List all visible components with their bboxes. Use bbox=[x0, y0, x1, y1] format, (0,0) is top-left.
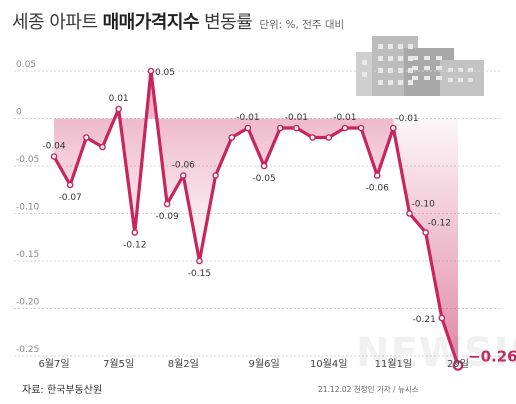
x-tick-label: 10월4일 bbox=[310, 358, 348, 370]
data-point bbox=[212, 172, 219, 179]
apartment-building-illustration bbox=[356, 36, 484, 96]
data-point bbox=[309, 134, 316, 141]
data-label: -0.01 bbox=[285, 113, 308, 123]
chart-title: 세종 아파트 매매가격지수 변동률 단위: %, 전주 대비 bbox=[12, 8, 344, 34]
y-tick-label: 0 bbox=[16, 108, 22, 118]
data-label: -0.05 bbox=[252, 174, 275, 184]
data-point bbox=[357, 124, 365, 132]
y-tick-label: 0.05 bbox=[16, 60, 36, 70]
title-change: 변동률 bbox=[204, 12, 253, 33]
data-point bbox=[452, 360, 464, 371]
data-point bbox=[50, 153, 58, 160]
series-line bbox=[52, 69, 460, 368]
newsis-watermark: NEWSIS bbox=[356, 330, 516, 376]
y-tick-label: -0.15 bbox=[16, 250, 39, 260]
data-label: -0.09 bbox=[155, 212, 179, 222]
data-point bbox=[115, 105, 122, 113]
data-label: 0.05 bbox=[155, 68, 175, 78]
source-text: 자료: 한국부동산원 bbox=[22, 385, 103, 396]
data-label: -0.06 bbox=[172, 161, 196, 171]
data-point bbox=[260, 162, 268, 170]
title-metric: 매매가격지수 bbox=[102, 12, 200, 33]
data-label: -0.12 bbox=[428, 219, 451, 229]
data-point bbox=[276, 124, 284, 132]
data-point bbox=[390, 124, 397, 132]
data-point bbox=[244, 124, 252, 132]
data-point bbox=[66, 181, 74, 189]
data-point bbox=[163, 200, 171, 208]
x-tick-label: 6월7일 bbox=[38, 358, 69, 370]
data-point bbox=[147, 67, 155, 75]
data-label: -0.10 bbox=[412, 200, 436, 210]
data-label: 0.01 bbox=[109, 94, 129, 104]
data-label: −0.26 bbox=[468, 348, 516, 366]
x-tick-label: 9월6일 bbox=[249, 358, 280, 370]
data-label: -0.07 bbox=[59, 193, 82, 203]
data-label: -0.01 bbox=[395, 114, 418, 124]
data-point bbox=[196, 257, 203, 265]
data-point bbox=[406, 210, 413, 217]
unit-label: 단위: %, 전주 대비 bbox=[259, 19, 345, 31]
data-label: -0.15 bbox=[188, 269, 211, 279]
data-point bbox=[373, 172, 381, 179]
data-label: -0.01 bbox=[333, 113, 356, 123]
y-tick-label: -0.20 bbox=[16, 298, 40, 308]
area-fill-right bbox=[393, 118, 458, 366]
title-region: 세종 아파트 bbox=[12, 12, 98, 33]
x-tick-label: 11월1일 bbox=[375, 358, 413, 370]
x-tick-label: 29일 bbox=[447, 358, 469, 370]
data-point bbox=[438, 314, 446, 322]
credit-text: 21.12.02 천정인 기자 / 뉴시스 bbox=[318, 385, 419, 394]
data-label: -0.01 bbox=[236, 113, 259, 123]
y-tick-label: -0.10 bbox=[16, 203, 40, 213]
area-fill-left bbox=[54, 71, 394, 261]
data-point bbox=[293, 124, 300, 132]
data-point bbox=[131, 229, 139, 236]
data-point bbox=[83, 134, 90, 141]
y-tick-label: -0.25 bbox=[16, 345, 39, 355]
y-tick-label: -0.05 bbox=[16, 155, 39, 165]
data-point bbox=[99, 143, 106, 151]
data-label: -0.21 bbox=[413, 315, 436, 325]
data-point bbox=[179, 172, 187, 179]
data-point bbox=[341, 124, 349, 132]
x-tick-label: 7월5일 bbox=[103, 358, 134, 370]
data-label: -0.04 bbox=[42, 142, 66, 152]
data-point bbox=[422, 229, 429, 236]
data-point bbox=[325, 134, 333, 141]
data-label: -0.12 bbox=[123, 241, 146, 251]
data-point bbox=[228, 134, 236, 141]
x-tick-label: 8월2일 bbox=[168, 358, 199, 370]
data-label: -0.06 bbox=[366, 184, 390, 194]
